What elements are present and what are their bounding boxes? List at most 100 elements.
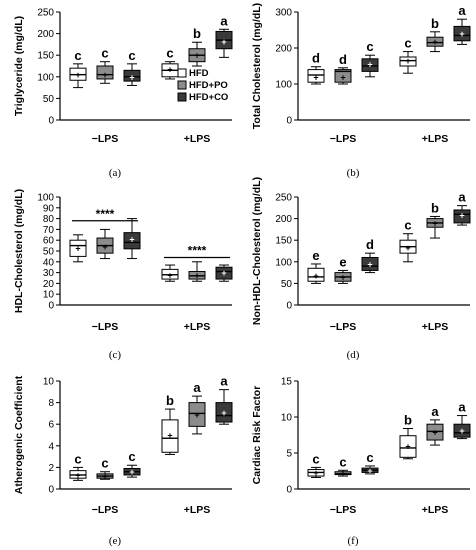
y-tick-label: 50 bbox=[281, 279, 293, 290]
significance-letter: a bbox=[220, 13, 228, 28]
y-axis-label: HDL-Cholesterol (mg/dL) bbox=[13, 189, 25, 313]
box-LPS-HFDCO: +a bbox=[453, 190, 471, 226]
y-tick-label: 8 bbox=[48, 398, 54, 409]
significance-letter: e bbox=[312, 248, 319, 263]
mean-marker: + bbox=[129, 467, 134, 477]
box-LPS-HFDCO: +a bbox=[215, 374, 233, 425]
y-tick-label: 300 bbox=[275, 8, 292, 19]
significance-letter: c bbox=[74, 48, 81, 63]
significance-letter: c bbox=[366, 450, 373, 465]
box-LPS-HFD: +c bbox=[307, 451, 325, 478]
box-iqr bbox=[307, 69, 325, 83]
y-tick-label: 200 bbox=[275, 44, 292, 55]
mean-marker: + bbox=[459, 29, 464, 39]
mean-marker: + bbox=[432, 218, 437, 228]
y-tick-label: 100 bbox=[275, 80, 292, 91]
significance-letter: c bbox=[366, 39, 373, 54]
significance-letter: b bbox=[431, 200, 439, 215]
significance-letter: d bbox=[366, 237, 374, 252]
y-tick-label: 100 bbox=[275, 257, 292, 268]
significance-letter: a bbox=[458, 400, 466, 415]
box-iqr bbox=[361, 256, 379, 271]
mean-marker: + bbox=[340, 72, 345, 82]
y-tick-label: 0 bbox=[286, 116, 292, 127]
significance-letter: a bbox=[458, 190, 466, 205]
mean-marker: + bbox=[194, 410, 199, 420]
box-LPS-HFD: + bbox=[161, 264, 179, 282]
y-tick-label: 50 bbox=[43, 247, 55, 258]
box-LPS-HFDCO: +a bbox=[453, 400, 471, 440]
mean-marker: + bbox=[221, 268, 226, 278]
y-tick-label: 5 bbox=[286, 449, 292, 460]
y-axis-label: Non-HDL-Cholesterol (mg/dL) bbox=[251, 177, 263, 325]
mean-marker: + bbox=[167, 431, 172, 441]
box-LPS-HFDPO: +c bbox=[96, 46, 114, 84]
significance-letter: a bbox=[458, 3, 466, 18]
y-tick-label: 250 bbox=[37, 8, 54, 19]
significance-letter: b bbox=[404, 413, 412, 428]
group-label: −LPS bbox=[330, 504, 357, 516]
group-label: +LPS bbox=[184, 321, 211, 333]
mean-marker: + bbox=[129, 235, 134, 245]
box-iqr bbox=[334, 69, 352, 83]
chart-panel-a: 0 50 100 150 200 250 Triglyceride (mg/dL) −LPS +… bbox=[13, 8, 233, 179]
y-tick-label: 90 bbox=[43, 203, 55, 214]
significance-letter: c bbox=[101, 46, 108, 61]
box-LPS-HFDCO: + bbox=[123, 218, 141, 260]
box-LPS-HFDCO: + bbox=[215, 264, 233, 282]
legend-entry: HFD+PO bbox=[189, 80, 228, 91]
y-tick-label: 100 bbox=[37, 72, 54, 83]
mean-marker: + bbox=[102, 472, 107, 482]
box-LPS-HFDCO: +d bbox=[361, 237, 379, 274]
y-tick-label: 0 bbox=[48, 116, 54, 127]
significance-letter: a bbox=[220, 374, 228, 389]
group-label: −LPS bbox=[92, 321, 119, 333]
mean-marker: + bbox=[313, 468, 318, 478]
mean-marker: + bbox=[459, 426, 464, 436]
box-LPS-HFDPO: +c bbox=[334, 454, 352, 479]
group-label: +LPS bbox=[184, 133, 211, 145]
legend-swatch bbox=[177, 80, 187, 90]
legend-entry: HFD+CO bbox=[189, 92, 228, 103]
mean-marker: + bbox=[167, 270, 172, 280]
significance-letter: a bbox=[193, 380, 201, 395]
panel-label: (a) bbox=[109, 167, 122, 179]
y-axis-label: Cardiac Risk Factor bbox=[251, 386, 263, 485]
significance-letter: c bbox=[404, 218, 411, 233]
mean-marker: + bbox=[194, 51, 199, 61]
box-iqr bbox=[334, 471, 352, 476]
box-LPS-HFDCO: +a bbox=[215, 13, 233, 58]
chart-panel-d: 0 50 100 150 200 250 Non-HDL-Cholesterol (mg/d… bbox=[251, 177, 471, 361]
box-LPS-HFDPO: + bbox=[96, 228, 114, 260]
significance-stars: **** bbox=[96, 207, 115, 221]
mean-marker: + bbox=[405, 243, 410, 253]
mean-marker: + bbox=[432, 37, 437, 47]
box-iqr bbox=[215, 266, 233, 280]
mean-marker: + bbox=[367, 466, 372, 476]
y-tick-label: 40 bbox=[43, 257, 55, 268]
y-tick-label: 50 bbox=[43, 94, 55, 105]
y-tick-label: 10 bbox=[43, 377, 55, 388]
box-iqr bbox=[426, 36, 444, 47]
mean-marker: + bbox=[102, 70, 107, 80]
mean-marker: + bbox=[340, 469, 345, 479]
y-tick-label: 80 bbox=[43, 214, 55, 225]
box-iqr bbox=[453, 209, 471, 224]
box-LPS-HFDCO: +c bbox=[123, 48, 141, 86]
box-LPS-HFDPO: +e bbox=[334, 254, 352, 284]
mean-marker: + bbox=[459, 211, 464, 221]
chart-panel-b: 0 100 200 300 Total Cholesterol (mg/dL) −LPS +… bbox=[251, 3, 471, 179]
mean-marker: + bbox=[313, 271, 318, 281]
box-iqr bbox=[123, 232, 141, 250]
y-tick-label: 6 bbox=[48, 420, 54, 431]
box-LPS-HFDCO: +a bbox=[453, 3, 471, 45]
box-LPS-HFDCO: +c bbox=[123, 449, 141, 478]
box-iqr bbox=[426, 423, 444, 441]
y-tick-label: 0 bbox=[286, 301, 292, 312]
panel-label: (e) bbox=[109, 535, 122, 547]
y-tick-label: 70 bbox=[43, 225, 55, 236]
